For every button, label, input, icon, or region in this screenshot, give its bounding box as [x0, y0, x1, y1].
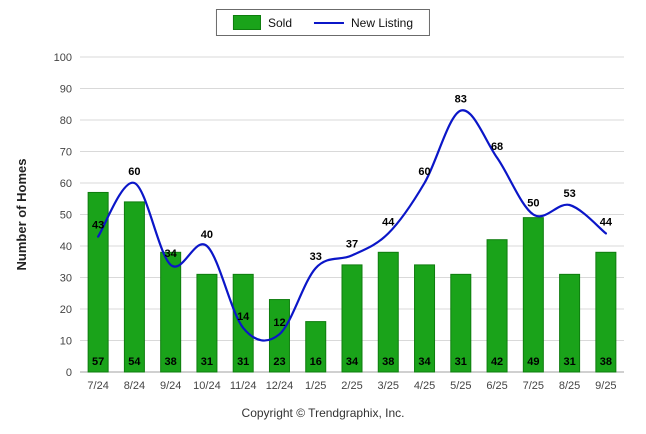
- new-listing-label: 68: [491, 141, 503, 153]
- legend-new-listing-label: New Listing: [351, 15, 414, 30]
- y-tick-label: 90: [60, 84, 72, 96]
- sold-bar-label: 38: [165, 356, 177, 368]
- new-listing-label: 60: [128, 166, 140, 178]
- sold-bar: [160, 251, 182, 373]
- x-tick-label: 9/25: [595, 380, 616, 392]
- sold-bar: [595, 251, 617, 373]
- new-listing-label: 37: [346, 238, 358, 250]
- new-listing-label: 53: [563, 188, 575, 200]
- y-tick-label: 0: [66, 367, 72, 379]
- sold-bar: [486, 239, 508, 373]
- new-listing-line-icon: [314, 21, 344, 24]
- sold-bar-label: 38: [382, 356, 394, 368]
- x-tick-label: 12/24: [266, 380, 294, 392]
- y-tick-label: 30: [60, 273, 72, 285]
- new-listing-label: 12: [273, 317, 285, 329]
- legend: Sold New Listing: [215, 9, 431, 36]
- x-tick-label: 4/25: [414, 380, 435, 392]
- sold-bar-label: 16: [310, 356, 322, 368]
- x-tick-label: 5/25: [450, 380, 471, 392]
- sold-bar-label: 38: [600, 356, 612, 368]
- sold-bar-label: 31: [455, 356, 467, 368]
- y-tick-label: 100: [54, 52, 72, 64]
- sold-bar: [377, 251, 399, 373]
- legend-sold-label: Sold: [267, 15, 292, 30]
- x-tick-label: 11/24: [230, 380, 257, 392]
- x-tick-label: 2/25: [341, 380, 362, 392]
- sold-bar: [450, 273, 472, 373]
- new-listing-label: 43: [92, 220, 104, 232]
- x-tick-label: 1/25: [305, 380, 326, 392]
- y-tick-label: 80: [60, 115, 72, 127]
- new-listing-label: 60: [418, 166, 430, 178]
- sold-swatch-icon: [232, 15, 261, 30]
- legend-item-sold: Sold: [232, 15, 292, 30]
- y-tick-label: 70: [60, 147, 72, 159]
- y-tick-label: 20: [60, 304, 72, 316]
- sold-bar-label: 49: [527, 356, 539, 368]
- y-axis-title: Number of Homes: [14, 159, 29, 271]
- copyright-text: Copyright © Trendgraphix, Inc.: [241, 406, 405, 420]
- sold-bar: [196, 273, 218, 373]
- new-listing-label: 33: [310, 251, 322, 263]
- sold-bar: [232, 273, 254, 373]
- legend-item-new-listing: New Listing: [314, 16, 413, 30]
- x-tick-label: 8/25: [559, 380, 580, 392]
- x-tick-label: 6/25: [486, 380, 507, 392]
- new-listing-label: 83: [455, 94, 467, 106]
- sold-bar: [123, 201, 145, 373]
- new-listing-label: 44: [600, 216, 613, 228]
- x-tick-label: 7/24: [87, 380, 108, 392]
- x-tick-label: 8/24: [124, 380, 145, 392]
- sold-bar-label: 57: [92, 356, 104, 368]
- sold-bar-label: 31: [201, 356, 213, 368]
- y-tick-label: 10: [60, 336, 72, 348]
- x-tick-label: 3/25: [378, 380, 399, 392]
- y-tick-label: 60: [60, 178, 72, 190]
- sold-bar: [268, 299, 290, 373]
- x-tick-label: 9/24: [160, 380, 181, 392]
- sold-bar: [87, 191, 109, 373]
- sold-bar-label: 34: [346, 356, 359, 368]
- y-tick-label: 40: [60, 241, 72, 253]
- sold-bar-label: 34: [418, 356, 431, 368]
- x-tick-label: 10/24: [193, 380, 221, 392]
- new-listing-line: [97, 109, 607, 342]
- sold-bar: [341, 264, 363, 373]
- sold-bar: [559, 273, 581, 373]
- sold-bar-label: 31: [237, 356, 249, 368]
- sold-bar: [522, 217, 544, 373]
- sold-bar-label: 23: [273, 356, 285, 368]
- sold-bar-label: 42: [491, 356, 503, 368]
- new-listing-label: 14: [237, 311, 250, 323]
- new-listing-label: 50: [527, 198, 539, 210]
- sold-bar: [305, 321, 327, 373]
- sold-bar-label: 54: [128, 356, 141, 368]
- sold-bar: [414, 264, 436, 373]
- y-tick-label: 50: [60, 210, 72, 222]
- sold-bar-label: 31: [563, 356, 575, 368]
- new-listing-label: 40: [201, 229, 213, 241]
- new-listing-label: 34: [165, 248, 178, 260]
- new-listing-label: 44: [382, 216, 395, 228]
- x-tick-label: 7/25: [523, 380, 544, 392]
